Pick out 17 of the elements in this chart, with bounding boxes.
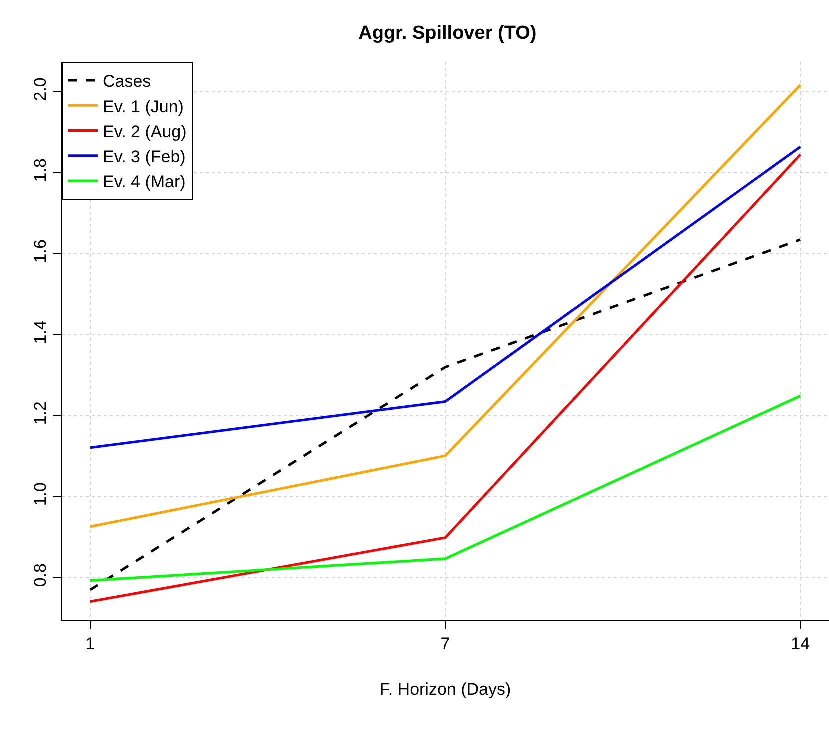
y-tick-label: 0.8 bbox=[31, 564, 50, 588]
legend-label: Cases bbox=[103, 72, 152, 92]
x-tick-label: 1 bbox=[86, 634, 96, 654]
chart-title: Aggr. Spillover (TO) bbox=[358, 23, 537, 44]
x-tick-label: 14 bbox=[791, 634, 810, 654]
y-tick-label: 2.0 bbox=[31, 78, 50, 102]
y-tick-label: 1.8 bbox=[31, 158, 50, 182]
legend-label: Ev. 2 (Aug) bbox=[103, 122, 187, 142]
y-tick-label: 1.0 bbox=[31, 482, 50, 506]
legend-label: Ev. 4 (Mar) bbox=[103, 172, 186, 192]
y-tick-label: 1.2 bbox=[31, 402, 50, 426]
x-tick-label: 7 bbox=[440, 634, 450, 654]
legend-label: Ev. 1 (Jun) bbox=[103, 97, 184, 116]
y-tick-label: 1.6 bbox=[31, 240, 50, 264]
legend-label: Ev. 3 (Feb) bbox=[103, 147, 186, 166]
y-tick-label: 1.4 bbox=[31, 320, 50, 344]
x-axis-title: F. Horizon (Days) bbox=[380, 680, 512, 699]
